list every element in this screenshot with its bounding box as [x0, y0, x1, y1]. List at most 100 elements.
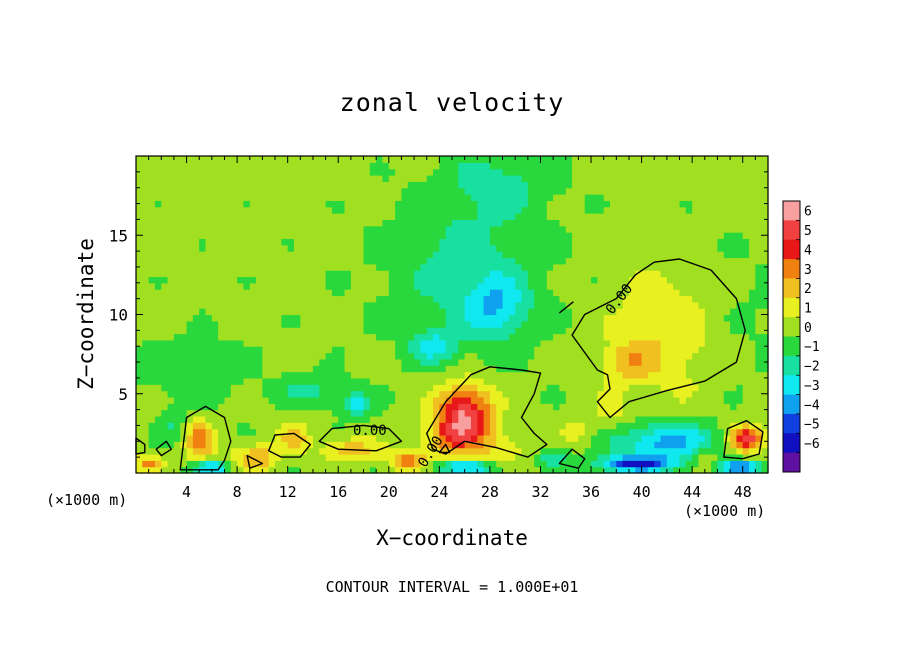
field-cell — [395, 333, 403, 341]
field-cell — [268, 194, 276, 201]
field-cell — [300, 175, 308, 182]
field-cell — [268, 238, 276, 246]
field-cell — [521, 270, 529, 278]
field-cell — [698, 358, 706, 366]
field-cell — [376, 194, 384, 201]
field-cell — [730, 282, 737, 290]
field-cell — [319, 320, 327, 328]
field-cell — [199, 339, 207, 347]
field-cell — [433, 377, 440, 385]
field-cell — [452, 339, 459, 347]
field-cell — [414, 358, 421, 366]
field-cell — [559, 301, 567, 309]
field-cell — [553, 238, 561, 246]
field-cell — [192, 365, 200, 373]
field-cell — [502, 434, 510, 442]
field-cell — [584, 181, 592, 189]
field-cell — [319, 441, 327, 449]
field-cell — [433, 162, 440, 170]
field-cell — [742, 194, 750, 201]
field-cell — [477, 187, 485, 195]
field-cell — [439, 213, 447, 220]
field-cell — [616, 168, 624, 176]
field-cell — [433, 187, 440, 195]
field-cell — [458, 460, 466, 468]
field-cell — [622, 181, 630, 189]
field-cell — [464, 422, 472, 430]
field-cell — [407, 409, 415, 417]
field-cell — [218, 257, 226, 265]
field-cell — [540, 339, 548, 347]
field-cell — [603, 289, 611, 297]
field-cell — [553, 403, 561, 411]
field-cell — [470, 441, 478, 449]
field-cell — [363, 358, 371, 366]
field-cell — [148, 168, 156, 176]
field-cell — [635, 415, 643, 423]
field-cell — [262, 346, 270, 354]
field-cell — [534, 257, 542, 265]
field-cell — [199, 333, 207, 341]
field-cell — [458, 219, 466, 227]
field-cell — [376, 244, 384, 252]
field-cell — [306, 365, 314, 373]
field-cell — [515, 447, 523, 455]
field-cell — [572, 409, 579, 417]
field-cell — [388, 289, 396, 297]
field-cell — [312, 365, 320, 373]
field-cell — [692, 263, 700, 271]
field-cell — [414, 206, 421, 214]
field-cell — [420, 276, 428, 284]
field-cell — [610, 339, 617, 347]
field-cell — [616, 238, 624, 246]
field-cell — [186, 333, 194, 341]
field-cell — [350, 428, 358, 436]
field-cell — [723, 244, 731, 252]
field-cell — [167, 289, 175, 297]
field-cell — [749, 263, 756, 271]
field-cell — [199, 251, 207, 259]
field-cell — [414, 219, 421, 227]
field-cell — [407, 441, 415, 449]
field-cell — [148, 441, 156, 449]
field-cell — [433, 460, 440, 468]
field-cell — [167, 225, 175, 233]
field-cell — [761, 384, 769, 392]
field-cell — [230, 301, 238, 309]
field-cell — [445, 162, 453, 170]
field-cell — [559, 276, 567, 284]
field-cell — [723, 270, 731, 278]
field-cell — [395, 301, 403, 309]
field-cell — [167, 181, 175, 189]
field-cell — [755, 422, 763, 430]
field-cell — [237, 295, 245, 303]
field-cell — [382, 244, 390, 252]
field-cell — [350, 206, 358, 214]
field-cell — [502, 244, 510, 252]
field-cell — [717, 270, 725, 278]
field-cell — [420, 168, 428, 176]
field-cell — [534, 156, 542, 163]
field-cell — [237, 175, 245, 182]
field-cell — [749, 276, 756, 284]
field-cell — [433, 453, 440, 461]
field-cell — [186, 320, 194, 328]
field-cell — [578, 403, 586, 411]
field-cell — [426, 187, 434, 195]
field-cell — [439, 162, 447, 170]
field-cell — [704, 251, 712, 259]
field-cell — [300, 308, 308, 316]
field-cell — [673, 194, 681, 201]
field-cell — [224, 301, 232, 309]
field-cell — [717, 358, 725, 366]
field-cell — [717, 415, 725, 423]
field-cell — [597, 175, 605, 182]
field-cell — [445, 232, 453, 240]
field-cell — [237, 352, 245, 360]
field-cell — [376, 175, 384, 182]
field-cell — [647, 168, 655, 176]
field-cell — [559, 219, 567, 227]
field-cell — [205, 365, 213, 373]
field-cell — [350, 466, 358, 474]
field-cell — [287, 238, 295, 246]
